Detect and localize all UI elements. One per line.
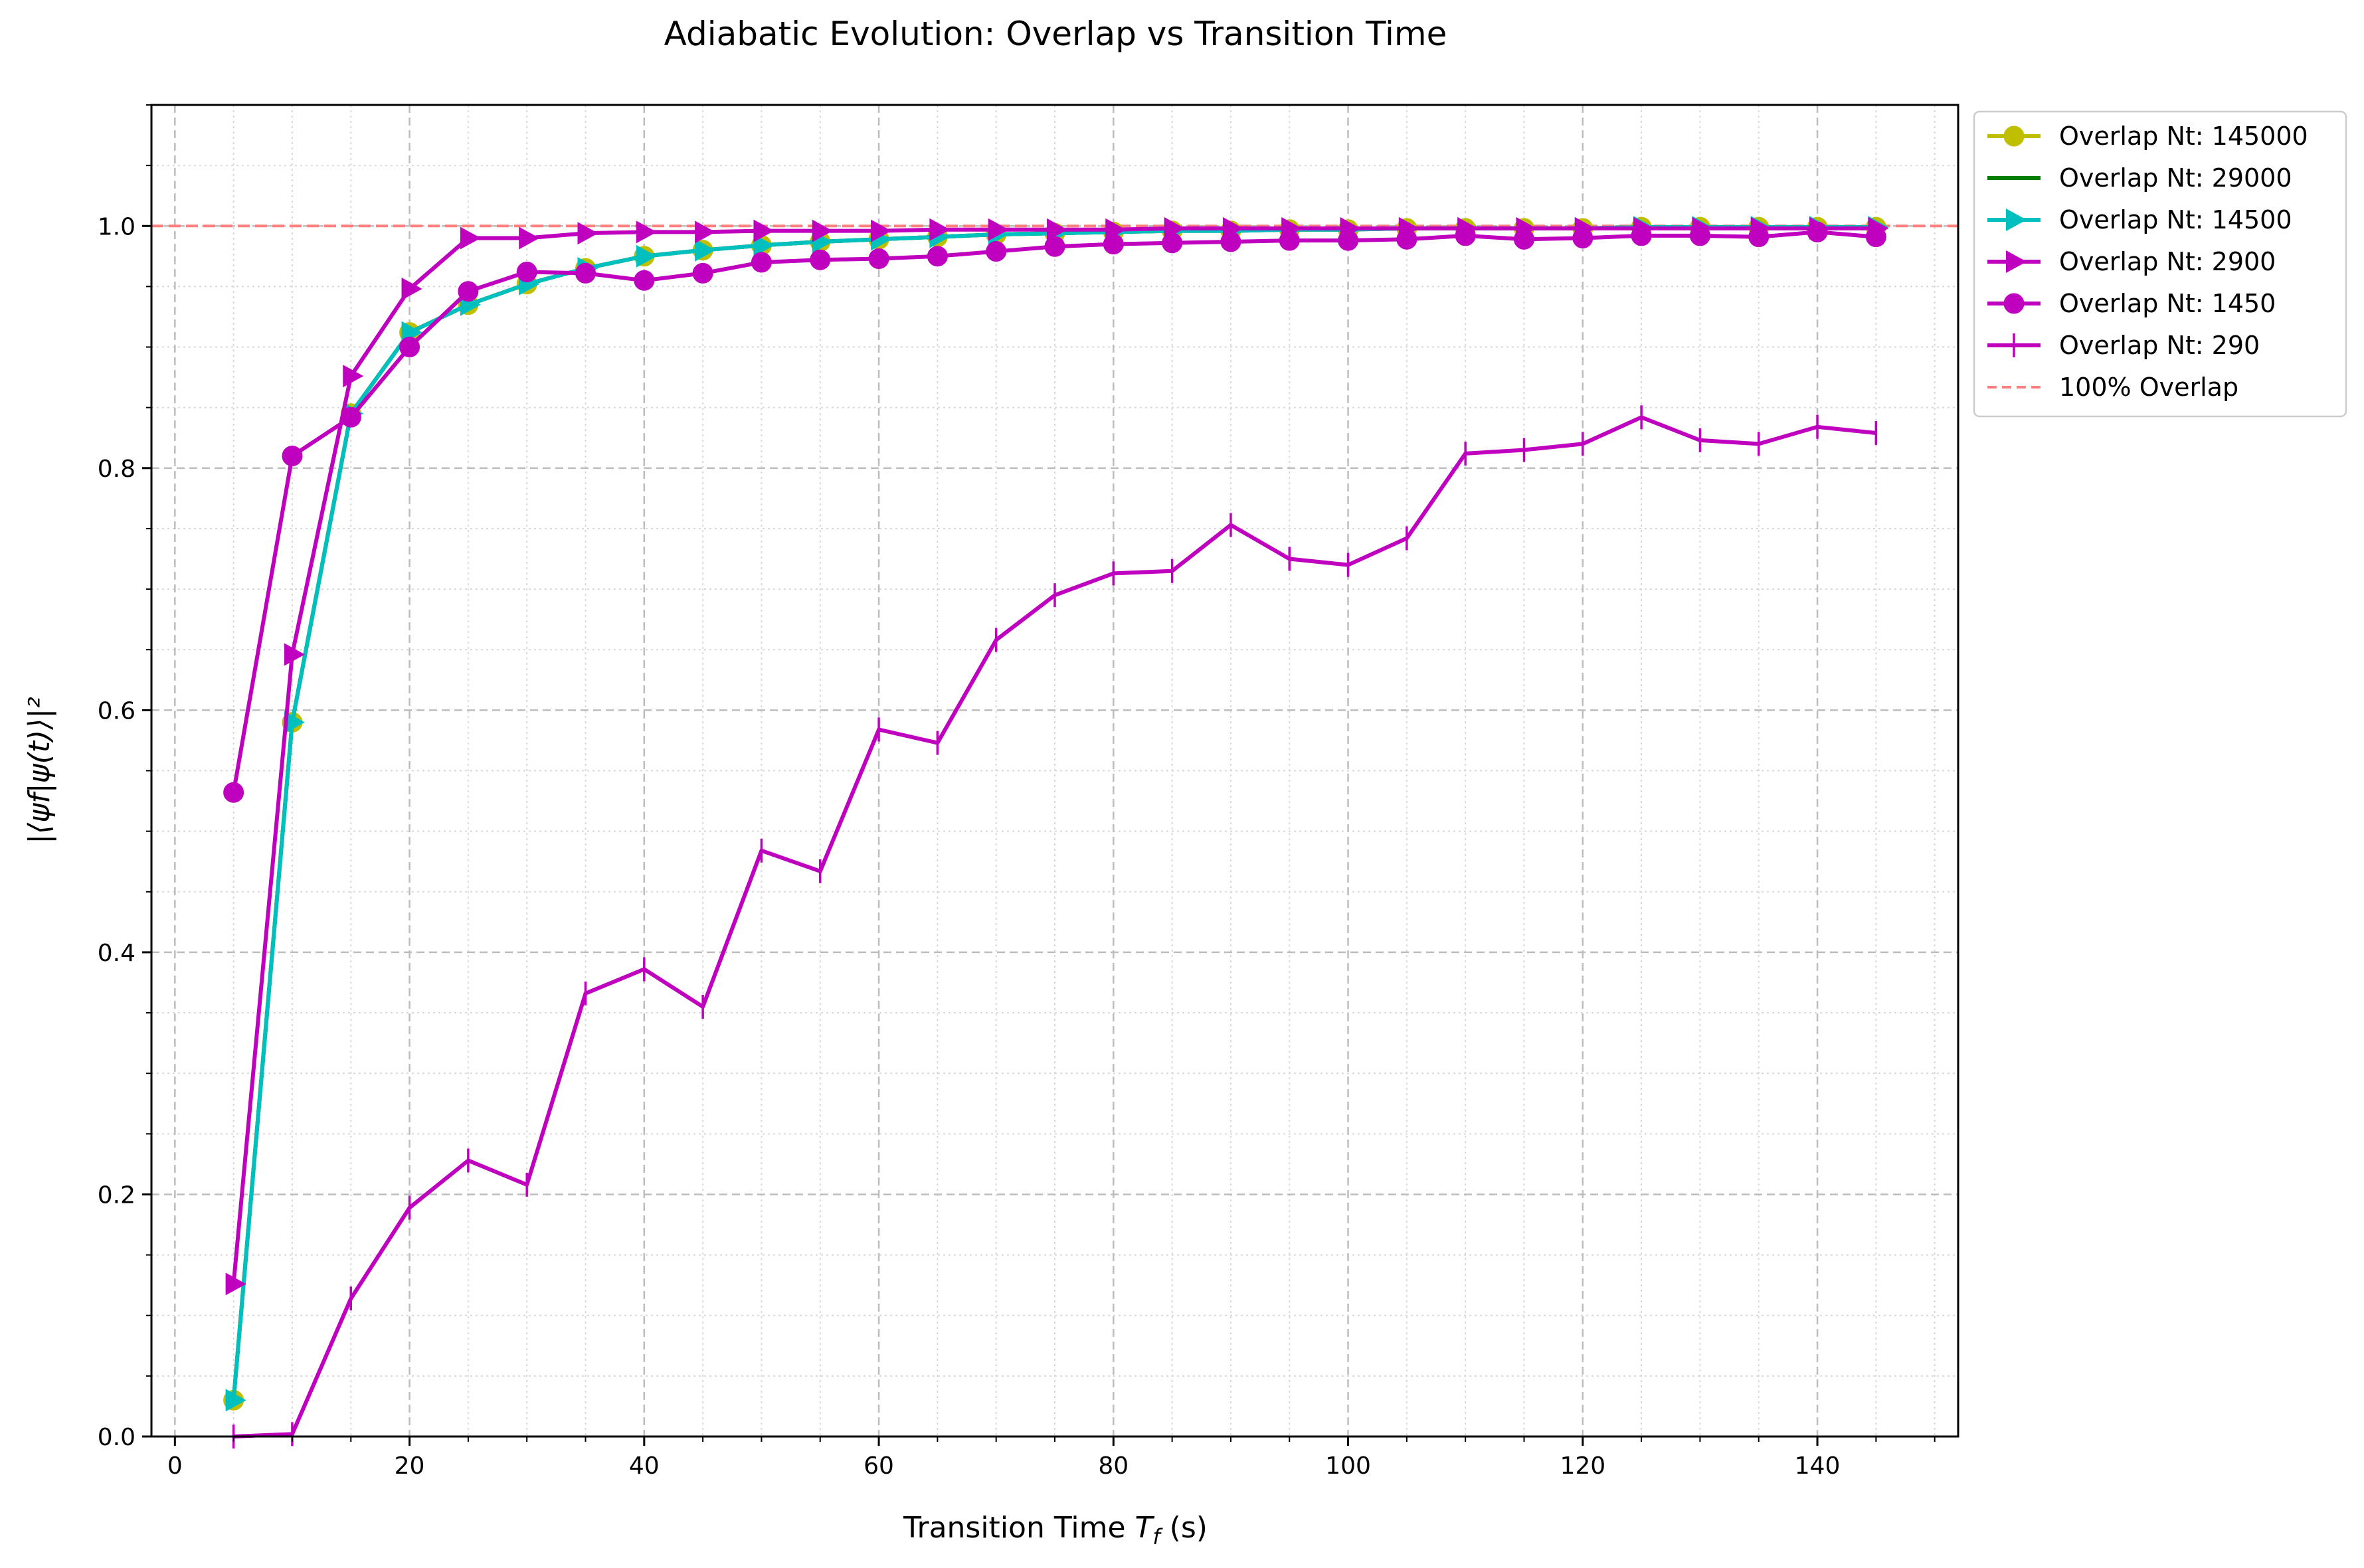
data-point [812, 219, 833, 242]
data-point [868, 248, 889, 269]
data-point [282, 446, 303, 467]
data-point [1631, 225, 1652, 246]
data-point [1338, 230, 1359, 251]
x-axis-label: Transition Time Tf (s) [903, 1511, 1208, 1549]
data-point [1047, 218, 1067, 241]
legend-label: Overlap Nt: 2900 [2059, 247, 2276, 276]
data-point [340, 406, 361, 428]
data-point [1513, 228, 1534, 250]
data-point [458, 281, 479, 302]
data-point [575, 262, 596, 284]
legend-marker [2006, 250, 2027, 273]
legend-item: 100% Overlap [1987, 373, 2238, 402]
legend-label: Overlap Nt: 29000 [2059, 163, 2292, 193]
data-point [1572, 228, 1593, 248]
x-axis-label-unit: (s) [1170, 1511, 1208, 1545]
data-point [1103, 234, 1124, 255]
x-tick-label: 60 [864, 1452, 894, 1480]
legend-label: 100% Overlap [2059, 373, 2238, 402]
x-tick-label: 100 [1325, 1452, 1371, 1480]
legend-label: Overlap Nt: 290 [2059, 331, 2260, 360]
legend-item: Overlap Nt: 145000 [1987, 122, 2308, 151]
data-point [1279, 230, 1300, 251]
series-layer [223, 216, 1889, 1448]
data-point [986, 241, 1007, 262]
x-tick-label: 140 [1795, 1452, 1841, 1480]
legend-item: Overlap Nt: 1450 [1987, 289, 2276, 318]
legend-item: Overlap Nt: 290 [1987, 331, 2260, 360]
data-point [577, 222, 598, 245]
legend-item: Overlap Nt: 2900 [1987, 247, 2276, 276]
data-point [753, 234, 774, 257]
data-point [695, 238, 716, 262]
data-point [692, 262, 713, 284]
data-point [519, 226, 540, 250]
data-point [871, 219, 892, 242]
x-axis-label-text: Transition Time [903, 1511, 1125, 1545]
y-tick-label: 0.2 [98, 1181, 136, 1209]
legend-label: Overlap Nt: 14500 [2059, 205, 2292, 234]
data-point [1162, 232, 1183, 254]
y-axis-label: |⟨ψf|ψ(t)⟩|² [23, 697, 56, 844]
data-point [225, 1272, 246, 1296]
legend-item: Overlap Nt: 14500 [1987, 205, 2292, 234]
legend-item: Overlap Nt: 29000 [1987, 163, 2292, 193]
data-point [1455, 225, 1476, 246]
data-point [1396, 228, 1417, 250]
x-axis-label-symbol: T [1135, 1511, 1155, 1545]
data-point [751, 252, 772, 273]
data-point [1748, 226, 1770, 248]
x-tick-label: 80 [1098, 1452, 1129, 1480]
legend-marker [2003, 293, 2025, 314]
axis-layer: 0 20 40 60 80 100 120 140 0.0 0.2 0.4 0.6 0.8 1.0 [98, 104, 1936, 1480]
data-point [1044, 236, 1065, 257]
data-point [399, 337, 420, 358]
data-point [284, 711, 305, 734]
data-point [810, 249, 831, 270]
data-point [343, 365, 364, 388]
y-tick-label: 1.0 [98, 213, 136, 240]
x-tick-label: 120 [1560, 1452, 1605, 1480]
data-point [1689, 225, 1710, 246]
chart-title: Adiabatic Evolution: Overlap vs Transiti… [664, 15, 1447, 53]
series-5 [232, 405, 1878, 1448]
x-tick-label: 40 [629, 1452, 660, 1480]
legend-label: Overlap Nt: 145000 [2059, 122, 2308, 151]
y-tick-label: 0.6 [98, 697, 136, 725]
x-tick-label: 20 [395, 1452, 425, 1480]
data-point [636, 244, 657, 268]
data-point [636, 220, 657, 244]
y-tick-label: 0.4 [98, 940, 136, 967]
data-point [929, 218, 951, 241]
data-point [695, 220, 716, 244]
data-point [927, 246, 948, 267]
data-point [225, 1389, 246, 1412]
data-point [223, 782, 244, 803]
data-point [1807, 221, 1828, 242]
y-tick-label: 0.0 [98, 1424, 136, 1451]
data-point [284, 643, 305, 666]
y-tick-label: 0.8 [98, 456, 136, 483]
legend-box [1973, 110, 2347, 418]
data-point [634, 270, 655, 291]
legend-marker [2003, 126, 2025, 147]
data-point [1220, 231, 1241, 252]
data-point [753, 219, 774, 242]
data-point [460, 226, 481, 250]
data-point [401, 278, 422, 301]
legend: Overlap Nt: 145000 Overlap Nt: 29000 Overl… [1973, 110, 2347, 418]
legend-marker [2006, 209, 2027, 231]
series-4 [223, 221, 1886, 803]
data-point [1865, 226, 1886, 248]
data-point [988, 218, 1009, 241]
legend-label: Overlap Nt: 1450 [2059, 289, 2276, 318]
data-point [516, 262, 537, 283]
x-tick-label: 0 [167, 1452, 183, 1480]
